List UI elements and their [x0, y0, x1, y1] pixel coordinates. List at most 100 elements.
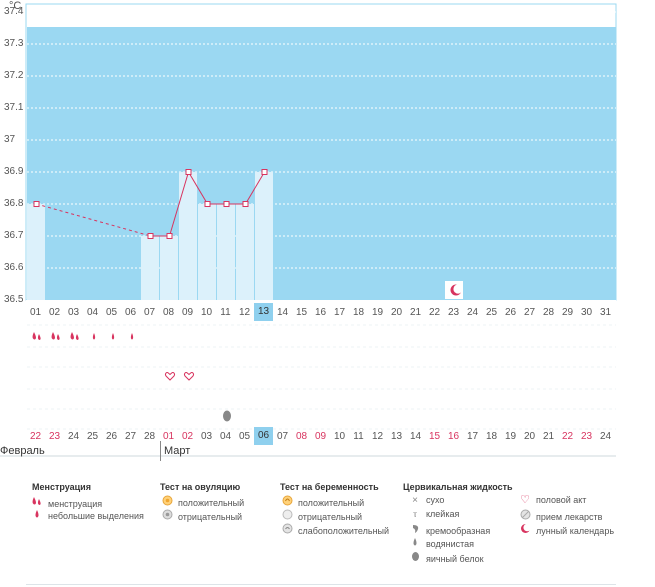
- day-label[interactable]: 25: [485, 307, 498, 318]
- day-label[interactable]: 30: [580, 307, 593, 318]
- data-point[interactable]: [261, 169, 268, 175]
- heart-icon[interactable]: [183, 369, 195, 387]
- temperature-series: [33, 169, 268, 239]
- calendar-day[interactable]: 22: [29, 431, 42, 442]
- moon-icon[interactable]: [449, 283, 463, 302]
- calendar-day[interactable]: 10: [333, 431, 346, 442]
- calendar-day[interactable]: 22: [561, 431, 574, 442]
- series-line: [245, 171, 265, 205]
- calendar-day[interactable]: 21: [542, 431, 555, 442]
- day-label[interactable]: 14: [276, 307, 289, 318]
- day-label[interactable]: 01: [29, 307, 42, 318]
- day-label[interactable]: 12: [238, 307, 251, 318]
- day-label[interactable]: 03: [67, 307, 80, 318]
- legend-item-creamy: кремообразная: [408, 523, 490, 537]
- calendar-day[interactable]: 03: [200, 431, 213, 442]
- calendar-day[interactable]: 27: [124, 431, 137, 442]
- legend-item-menstruation: менструация: [30, 495, 102, 510]
- calendar-day[interactable]: 05: [238, 431, 251, 442]
- calendar-day[interactable]: 19: [504, 431, 517, 442]
- legend-item-watery: водянистая: [408, 537, 474, 550]
- blood-drops-icon[interactable]: [31, 329, 43, 347]
- legend-title-menstruation: Менструация: [32, 482, 91, 492]
- temperature-bar: [27, 204, 45, 300]
- day-label[interactable]: 16: [314, 307, 327, 318]
- calendar-day[interactable]: 09: [314, 431, 327, 442]
- day-label[interactable]: 21: [409, 307, 422, 318]
- blood-drops-icon[interactable]: [50, 329, 62, 347]
- data-point[interactable]: [147, 233, 154, 239]
- calendar-day[interactable]: 18: [485, 431, 498, 442]
- marker-rows: [27, 324, 616, 430]
- calendar-day[interactable]: 24: [599, 431, 612, 442]
- data-point[interactable]: [223, 201, 230, 207]
- day-label[interactable]: 28: [542, 307, 555, 318]
- calendar-day[interactable]: 16: [447, 431, 460, 442]
- y-tick-label: 37.2: [4, 70, 24, 81]
- calendar-day[interactable]: 15: [428, 431, 441, 442]
- eggwhite-icon[interactable]: [221, 409, 233, 428]
- calendar-day[interactable]: 23: [48, 431, 61, 442]
- blood-drop-icon[interactable]: [88, 329, 100, 347]
- day-label[interactable]: 06: [124, 307, 137, 318]
- ovulation-positive-icon: [160, 495, 174, 509]
- calendar-day[interactable]: 02: [181, 431, 194, 442]
- temperature-bar: [255, 172, 273, 300]
- data-point[interactable]: [33, 201, 40, 207]
- day-label[interactable]: 10: [200, 307, 213, 318]
- legend-item-pregnancy-negative: отрицательный: [280, 509, 362, 523]
- unit-label: °C: [9, 0, 22, 12]
- calendar-day[interactable]: 07: [276, 431, 289, 442]
- calendar-day[interactable]: 11: [353, 431, 364, 442]
- calendar-day[interactable]: 20: [523, 431, 536, 442]
- blood-drops-icon[interactable]: [69, 329, 81, 347]
- day-label[interactable]: 13: [254, 303, 273, 321]
- day-label[interactable]: 09: [181, 307, 194, 318]
- day-axis-band: [26, 300, 616, 324]
- calendar-day[interactable]: 28: [143, 431, 156, 442]
- blood-drop-icon[interactable]: [107, 329, 119, 347]
- data-point[interactable]: [185, 169, 192, 175]
- day-label[interactable]: 29: [561, 307, 574, 318]
- calendar-day[interactable]: 13: [390, 431, 403, 442]
- day-label[interactable]: 07: [143, 307, 156, 318]
- day-label[interactable]: 31: [599, 307, 612, 318]
- day-label[interactable]: 02: [48, 307, 61, 318]
- series-line-dashed: [36, 203, 151, 237]
- y-tick-label: 37.4: [4, 6, 24, 17]
- calendar-day[interactable]: 12: [371, 431, 384, 442]
- day-label[interactable]: 05: [105, 307, 118, 318]
- month-separator: [160, 441, 161, 461]
- calendar-day[interactable]: 06: [254, 427, 273, 445]
- day-label[interactable]: 26: [504, 307, 517, 318]
- heart-icon[interactable]: [164, 369, 176, 387]
- blood-drop-icon[interactable]: [126, 329, 138, 347]
- calendar-day[interactable]: 08: [295, 431, 308, 442]
- data-point[interactable]: [204, 201, 211, 207]
- day-label[interactable]: 27: [523, 307, 536, 318]
- calendar-day[interactable]: 25: [86, 431, 99, 442]
- day-label[interactable]: 15: [295, 307, 308, 318]
- day-label[interactable]: 04: [86, 307, 99, 318]
- day-label[interactable]: 17: [333, 307, 346, 318]
- day-label[interactable]: 24: [466, 307, 479, 318]
- calendar-day[interactable]: 01: [162, 431, 175, 442]
- day-label[interactable]: 19: [371, 307, 384, 318]
- temperature-bar: [198, 204, 216, 300]
- calendar-day[interactable]: 26: [105, 431, 118, 442]
- day-label[interactable]: 08: [162, 307, 175, 318]
- calendar-day[interactable]: 04: [219, 431, 232, 442]
- day-label[interactable]: 11: [220, 307, 231, 318]
- legend-title-cervical: Цервикальная жидкость: [403, 482, 513, 492]
- calendar-day[interactable]: 14: [409, 431, 422, 442]
- calendar-day[interactable]: 24: [67, 431, 80, 442]
- calendar-day[interactable]: 17: [466, 431, 479, 442]
- day-label[interactable]: 18: [352, 307, 365, 318]
- data-point[interactable]: [166, 233, 173, 239]
- day-label[interactable]: 23: [447, 307, 460, 318]
- day-label[interactable]: 20: [390, 307, 403, 318]
- day-label[interactable]: 22: [428, 307, 441, 318]
- data-point[interactable]: [242, 201, 249, 207]
- series-line: [169, 171, 189, 237]
- calendar-day[interactable]: 23: [580, 431, 593, 442]
